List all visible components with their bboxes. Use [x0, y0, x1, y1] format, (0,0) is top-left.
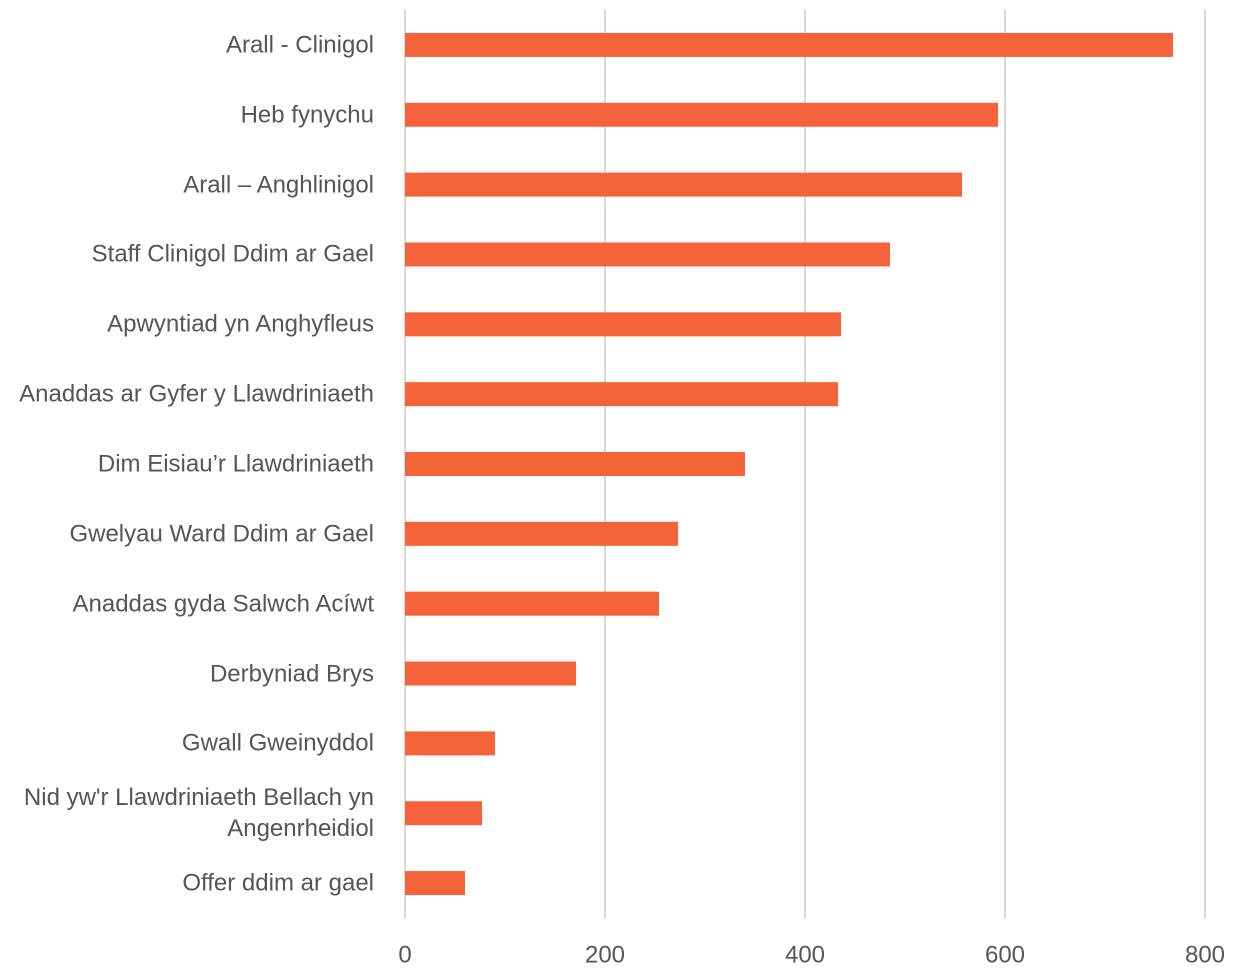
bar — [405, 731, 495, 756]
bar — [405, 382, 838, 407]
x-tick-label: 400 — [785, 941, 825, 968]
y-tick-label: Nid yw'r Llawdriniaeth Bellach yn Angenr… — [23, 784, 374, 843]
bar — [405, 591, 659, 616]
y-tick-label: Offer ddim ar gael — [182, 869, 374, 897]
y-tick-label: Arall – Anghlinigol — [183, 171, 374, 199]
bar — [405, 242, 890, 267]
x-tick-label: 200 — [585, 941, 625, 968]
y-tick-label: Arall - Clinigol — [225, 31, 374, 59]
bar — [405, 452, 745, 476]
y-tick-label: Anaddas gyda Salwch Acíwt — [72, 590, 374, 618]
x-tick-label: 0 — [398, 941, 411, 968]
bar — [405, 172, 962, 197]
y-tick-label: Apwyntiad yn Anghyfleus — [107, 310, 374, 338]
x-tick-label: 800 — [1185, 941, 1225, 968]
bar — [405, 521, 678, 546]
bar — [405, 102, 998, 127]
y-tick-label: Anaddas ar Gyfer y Llawdriniaeth — [19, 380, 374, 408]
y-tick-label: Gwelyau Ward Ddim ar Gael — [69, 520, 374, 548]
y-tick-label: Heb fynychu — [240, 101, 374, 129]
bar — [405, 32, 1173, 57]
y-tick-label: Gwall Gweinyddol — [181, 729, 374, 757]
bar — [405, 801, 482, 826]
y-tick-label: Staff Clinigol Ddim ar Gael — [91, 240, 374, 268]
y-tick-label: Derbyniad Brys — [209, 660, 374, 688]
y-tick-label: Dim Eisiau’r Llawdriniaeth — [97, 450, 374, 478]
bar — [405, 871, 465, 896]
x-tick-label: 600 — [985, 941, 1025, 968]
bar — [405, 661, 576, 686]
bar — [405, 312, 841, 337]
